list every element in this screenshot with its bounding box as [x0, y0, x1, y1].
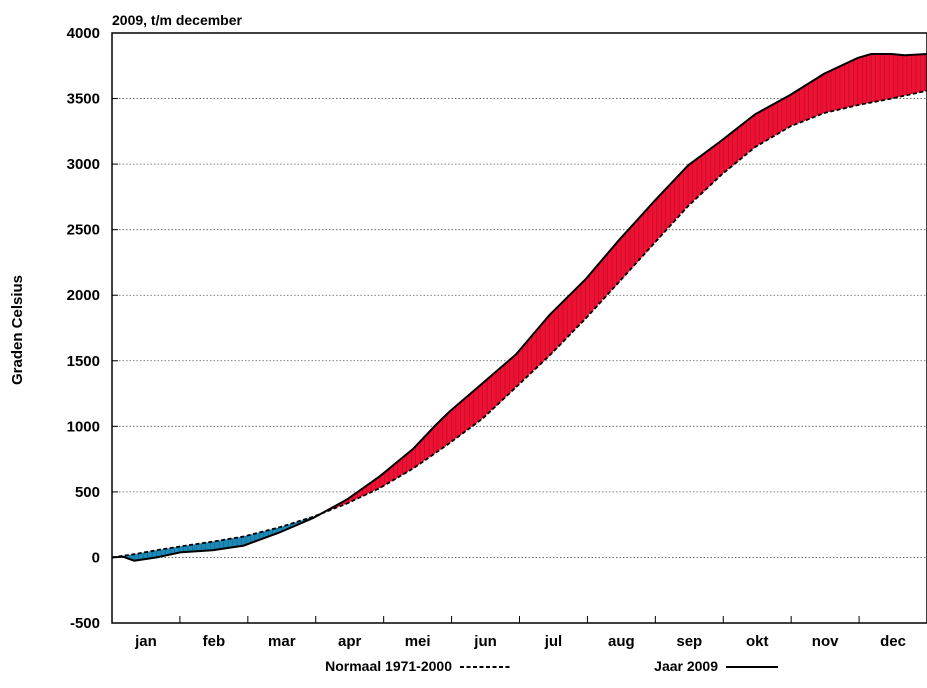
- y-tick-label: 2000: [67, 287, 100, 304]
- legend-label-normaal: Normaal 1971-2000: [325, 658, 452, 674]
- series-line-jaar: [111, 53, 927, 562]
- plot-frame: [111, 32, 927, 624]
- x-tick-label: mei: [405, 633, 431, 650]
- x-tick-label: okt: [746, 633, 769, 650]
- y-ticks: -500 0 500 1000 1500 2000 2500 3000 3500 4000: [67, 25, 118, 632]
- series-lines: [111, 53, 927, 562]
- x-tick-label: nov: [812, 633, 839, 650]
- chart-title: 2009, t/m december: [112, 12, 243, 28]
- x-tick-label: jan: [134, 633, 157, 650]
- x-tick-label: jun: [473, 633, 497, 650]
- y-tick-label: 0: [92, 549, 100, 566]
- y-tick-label: 4000: [67, 25, 100, 42]
- difference-fill: [112, 53, 927, 561]
- gridlines: [112, 98, 927, 558]
- x-tick-label: apr: [338, 633, 362, 650]
- legend-label-jaar: Jaar 2009: [654, 658, 718, 674]
- legend: Normaal 1971-2000 Jaar 2009: [325, 658, 778, 674]
- x-tick-label: sep: [676, 633, 702, 650]
- x-tick-label: dec: [880, 633, 906, 650]
- y-tick-label: 1000: [67, 418, 100, 435]
- y-tick-label: 3500: [67, 91, 100, 108]
- y-tick-label: -500: [70, 615, 100, 632]
- x-tick-label: mar: [268, 633, 296, 650]
- y-tick-label: 500: [75, 484, 100, 501]
- x-tick-label: feb: [203, 633, 226, 650]
- y-tick-label: 1500: [67, 353, 100, 370]
- y-axis-label: Graden Celsius: [9, 275, 26, 385]
- x-ticks: jan feb mar apr mei jun jul aug sep okt nov dec: [134, 616, 906, 650]
- series-line-normaal: [111, 89, 927, 559]
- x-tick-label: aug: [608, 633, 635, 650]
- x-tick-label: jul: [544, 633, 563, 650]
- y-tick-label: 2500: [67, 222, 100, 239]
- y-tick-label: 3000: [67, 156, 100, 173]
